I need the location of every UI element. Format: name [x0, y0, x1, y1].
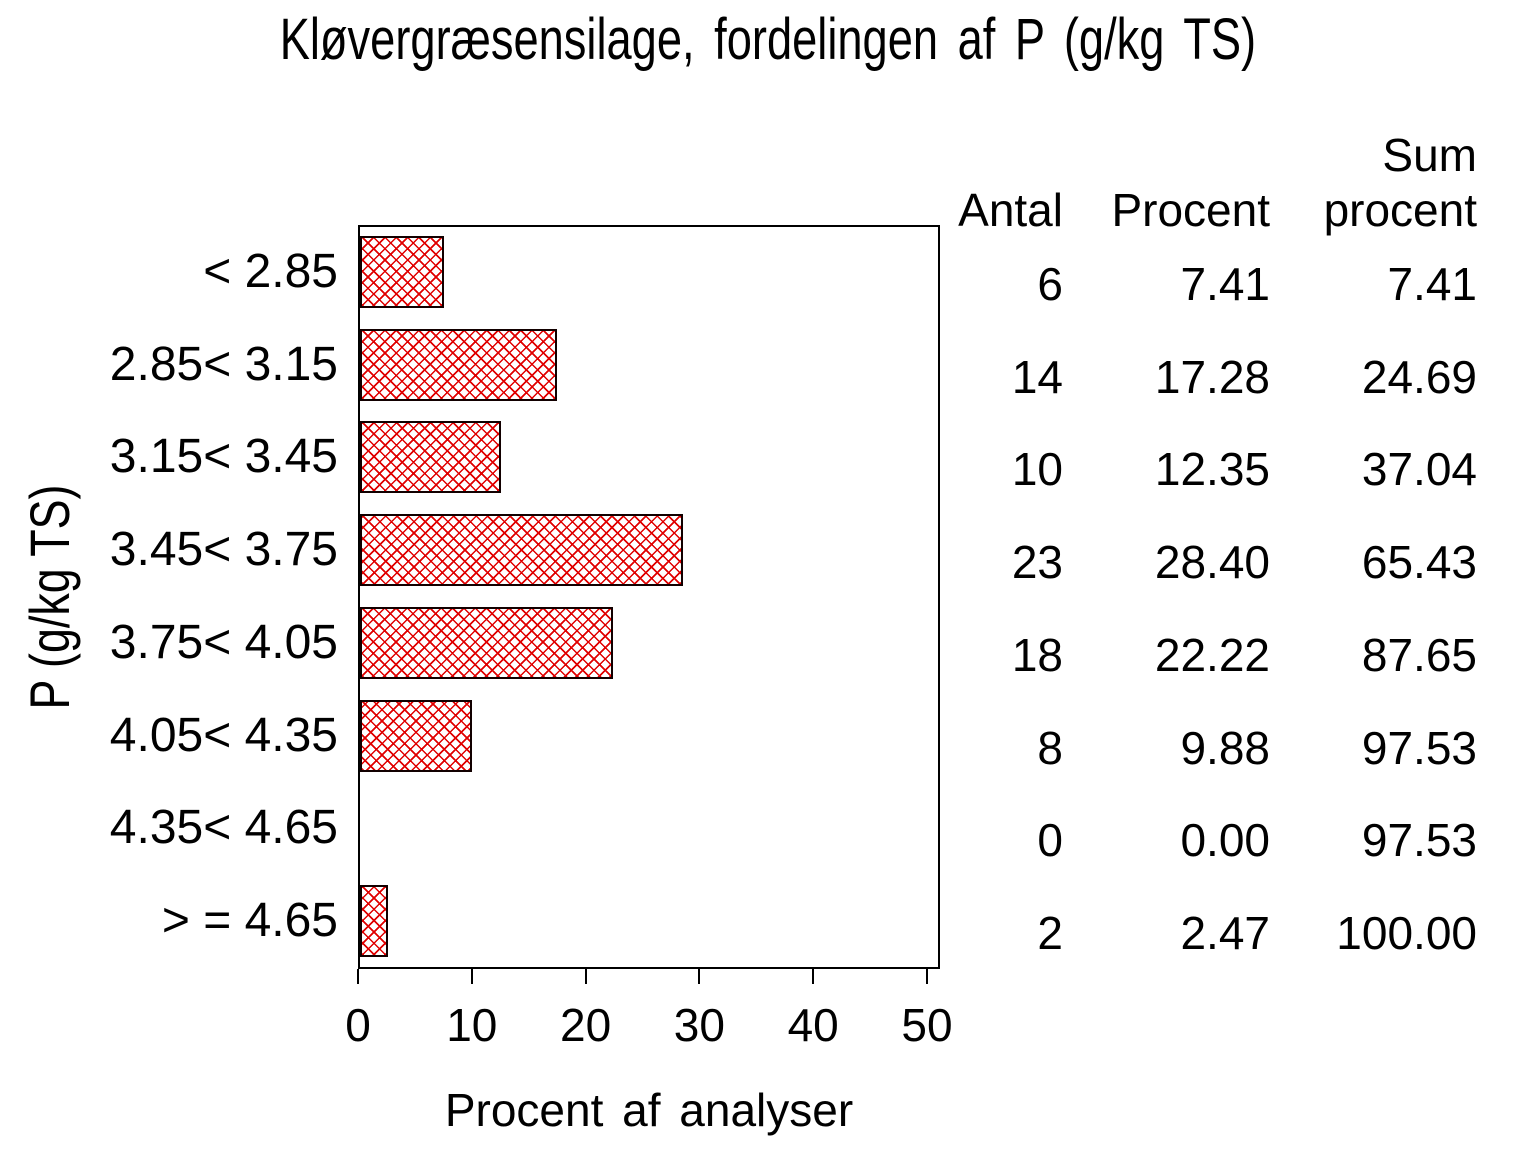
x-axis-tick [357, 969, 359, 984]
x-tick-label: 40 [787, 999, 839, 1051]
x-axis-tick [926, 969, 928, 984]
table-row: 4.05< 4.35 8 9.88 97.53 [0, 700, 1536, 774]
plot-frame [358, 225, 940, 969]
table-row: 4.35< 4.65 0 0.00 97.53 [0, 792, 1536, 866]
sum-value: 24.69 [1361, 351, 1477, 403]
sum-value: 97.53 [1361, 814, 1477, 866]
table-header-sum-line1: Sum [1382, 129, 1477, 181]
x-tick-label: 0 [345, 999, 371, 1051]
category-label: 4.35< 4.65 [109, 801, 338, 854]
chart-title: Kløvergræsensilage, fordelingen af P (g/… [0, 7, 1536, 73]
antal-value: 14 [1011, 351, 1063, 403]
category-label: > = 4.65 [161, 894, 338, 947]
x-axis [357, 969, 940, 985]
x-axis-tick [470, 969, 473, 984]
sum-value: 100.00 [1336, 907, 1477, 959]
bar [360, 421, 501, 493]
category-label: < 2.85 [203, 245, 338, 298]
antal-value: 2 [1037, 907, 1063, 959]
sum-value: 97.53 [1361, 722, 1477, 774]
antal-value: 18 [1011, 629, 1063, 681]
table-header-antal: Antal [958, 184, 1063, 236]
procent-value: 12.35 [1154, 443, 1270, 495]
procent-value: 28.40 [1154, 536, 1270, 588]
table-header-procent: Procent [1111, 184, 1270, 236]
antal-value: 23 [1011, 536, 1063, 588]
x-axis-tick [584, 969, 587, 984]
x-axis-tick [812, 969, 815, 984]
bar [360, 885, 389, 957]
category-label: 3.45< 3.75 [109, 523, 338, 576]
x-tick-label: 30 [673, 999, 725, 1051]
table-row: > = 4.65 2 2.47 100.00 [0, 885, 1536, 959]
antal-value: 0 [1037, 814, 1063, 866]
antal-value: 6 [1037, 258, 1063, 310]
procent-value: 0.00 [1180, 814, 1270, 866]
procent-value: 2.47 [1180, 907, 1270, 959]
table-header-sum-line2: procent [1323, 184, 1477, 236]
sum-value: 7.41 [1387, 258, 1477, 310]
category-label: 3.15< 3.45 [109, 430, 338, 483]
category-label: 4.05< 4.35 [109, 709, 338, 762]
bar [360, 607, 613, 679]
bar [360, 236, 445, 308]
table-row: < 2.85 6 7.41 7.41 [0, 236, 1536, 310]
sum-value: 65.43 [1361, 536, 1477, 588]
table-row: 3.15< 3.45 10 12.35 37.04 [0, 421, 1536, 495]
procent-value: 22.22 [1154, 629, 1270, 681]
bar [360, 329, 557, 401]
x-tick-label: 50 [901, 999, 953, 1051]
sum-value: 87.65 [1361, 629, 1477, 681]
x-axis-tick-labels: 0 10 20 30 40 50 [345, 999, 952, 1051]
x-tick-label: 20 [560, 999, 612, 1051]
x-axis-label: Procent af analyser [444, 1084, 854, 1136]
procent-value: 7.41 [1180, 258, 1270, 310]
antal-value: 10 [1011, 443, 1063, 495]
x-tick-label: 10 [446, 999, 498, 1051]
category-label: 2.85< 3.15 [109, 338, 338, 391]
antal-value: 8 [1037, 722, 1063, 774]
procent-value: 9.88 [1180, 722, 1270, 774]
bar [360, 514, 684, 586]
table-row: 3.45< 3.75 23 28.40 65.43 [0, 514, 1536, 588]
table-row: 3.75< 4.05 18 22.22 87.65 [0, 607, 1536, 681]
table-header-sum: Sum procent [1280, 128, 1477, 238]
procent-value: 17.28 [1154, 351, 1270, 403]
chart-title-text: Kløvergræsensilage, fordelingen af P (g/… [279, 7, 1257, 72]
table-row: 2.85< 3.15 14 17.28 24.69 [0, 329, 1536, 403]
bar [360, 700, 473, 772]
category-label: 3.75< 4.05 [109, 616, 338, 669]
sum-value: 37.04 [1361, 443, 1477, 495]
x-axis-tick [698, 969, 701, 984]
